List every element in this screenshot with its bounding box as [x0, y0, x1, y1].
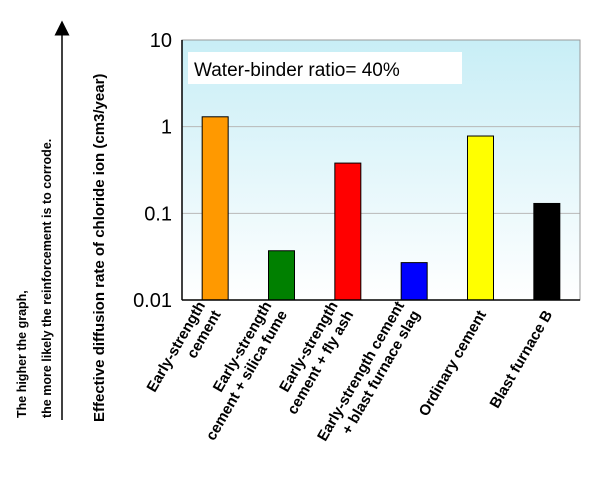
y-tick-label: 0.01: [133, 290, 172, 312]
annotation-text: Water-binder ratio= 40%: [194, 60, 400, 81]
category-label: Blast furnace B: [487, 307, 557, 411]
y-tick-label: 1: [161, 117, 172, 139]
side-note-line-2: the more likely the reinforcement is to …: [40, 139, 54, 418]
bars: [201, 116, 561, 301]
category-label: Ordinary cement: [416, 308, 490, 420]
side-note-line-1: The higher the graph,: [15, 290, 29, 418]
y-tick-labels: 10 1 0.1 0.01: [133, 30, 172, 312]
category-labels: Early-strengthcementEarly-strengthcement…: [143, 299, 557, 445]
bar: [400, 262, 428, 301]
y-tick-label: 10: [150, 30, 172, 52]
bar: [467, 135, 494, 301]
bar: [201, 116, 229, 301]
bar: [334, 162, 362, 301]
bar: [533, 202, 561, 301]
y-tick-label: 0.1: [144, 203, 172, 225]
bar: [268, 250, 295, 301]
annotation-box: Water-binder ratio= 40%: [188, 52, 462, 84]
y-axis-label: Effective diffusion rate of chloride ion…: [91, 74, 108, 422]
grid-lines: [182, 126, 580, 214]
